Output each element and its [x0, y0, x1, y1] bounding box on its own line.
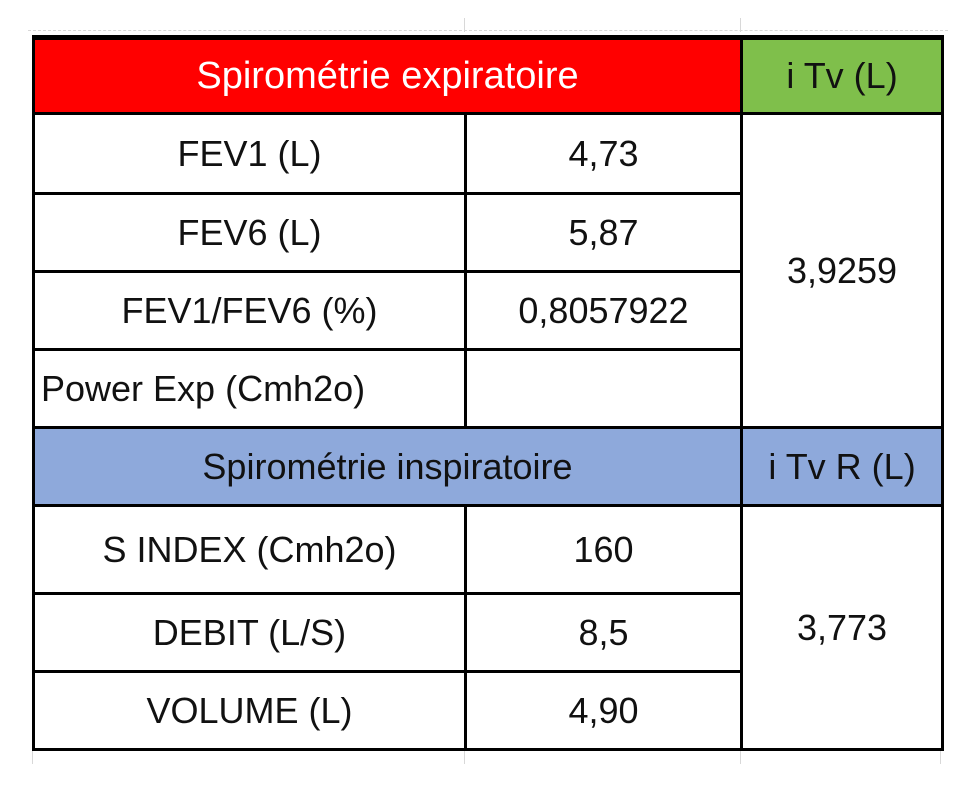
row-label-cell[interactable]: DEBIT (L/S) — [32, 592, 467, 673]
sheet-gridline-bottom-a — [32, 750, 33, 764]
expiratory-title-cell[interactable]: Spirométrie expiratoire — [31, 35, 744, 115]
row-value-cell[interactable]: 160 — [463, 504, 744, 595]
row-label-cell[interactable]: FEV1/FEV6 (%) — [32, 270, 467, 351]
table-row: Power Exp (Cmh2o) — [32, 348, 943, 429]
table-row: FEV1 (L) 4,73 3,9259 — [32, 112, 945, 429]
row-label-cell[interactable]: VOLUME (L) — [32, 670, 467, 751]
expiratory-header-row: Spirométrie expiratoire i Tv (L) — [31, 35, 945, 115]
sheet-gridline-bottom-c — [740, 750, 741, 764]
itv-value-cell[interactable]: 3,9259 — [740, 112, 945, 429]
table-row: VOLUME (L) 4,90 — [32, 670, 943, 751]
itv-header-cell[interactable]: i Tv (L) — [740, 35, 945, 115]
row-value-cell[interactable]: 4,90 — [463, 670, 744, 751]
itvr-header-cell[interactable]: i Tv R (L) — [740, 426, 945, 507]
row-value-cell[interactable]: 4,73 — [463, 112, 744, 195]
table-row: S INDEX (Cmh2o) 160 3,773 — [32, 504, 945, 751]
itvr-value-cell[interactable]: 3,773 — [740, 504, 945, 751]
row-value-cell[interactable]: 8,5 — [463, 592, 744, 673]
row-value-cell[interactable] — [463, 348, 744, 429]
sheet-gridline-bottom-b — [464, 750, 465, 764]
table-row: FEV1/FEV6 (%) 0,8057922 — [32, 270, 943, 351]
inspiratory-header-row: Spirométrie inspiratoire i Tv R (L) — [31, 426, 945, 507]
sheet-gridline-top — [28, 30, 948, 31]
spirometry-table: Spirométrie expiratoire i Tv (L) FEV1 (L… — [31, 35, 945, 751]
row-label-cell[interactable]: FEV1 (L) — [32, 112, 467, 195]
row-label-cell[interactable]: S INDEX (Cmh2o) — [32, 504, 467, 595]
table-row: FEV6 (L) 5,87 — [32, 192, 943, 273]
row-label-cell[interactable]: FEV6 (L) — [32, 192, 467, 273]
sheet-gridline-col-c — [740, 18, 741, 32]
sheet-gridline-bottom-d — [940, 750, 941, 764]
inspiratory-title-cell[interactable]: Spirométrie inspiratoire — [31, 426, 744, 507]
row-value-cell[interactable]: 0,8057922 — [463, 270, 744, 351]
row-label-cell[interactable]: Power Exp (Cmh2o) — [32, 348, 467, 429]
row-value-cell[interactable]: 5,87 — [463, 192, 744, 273]
sheet-gridline-col-b — [464, 18, 465, 32]
table-row: DEBIT (L/S) 8,5 — [32, 592, 943, 673]
